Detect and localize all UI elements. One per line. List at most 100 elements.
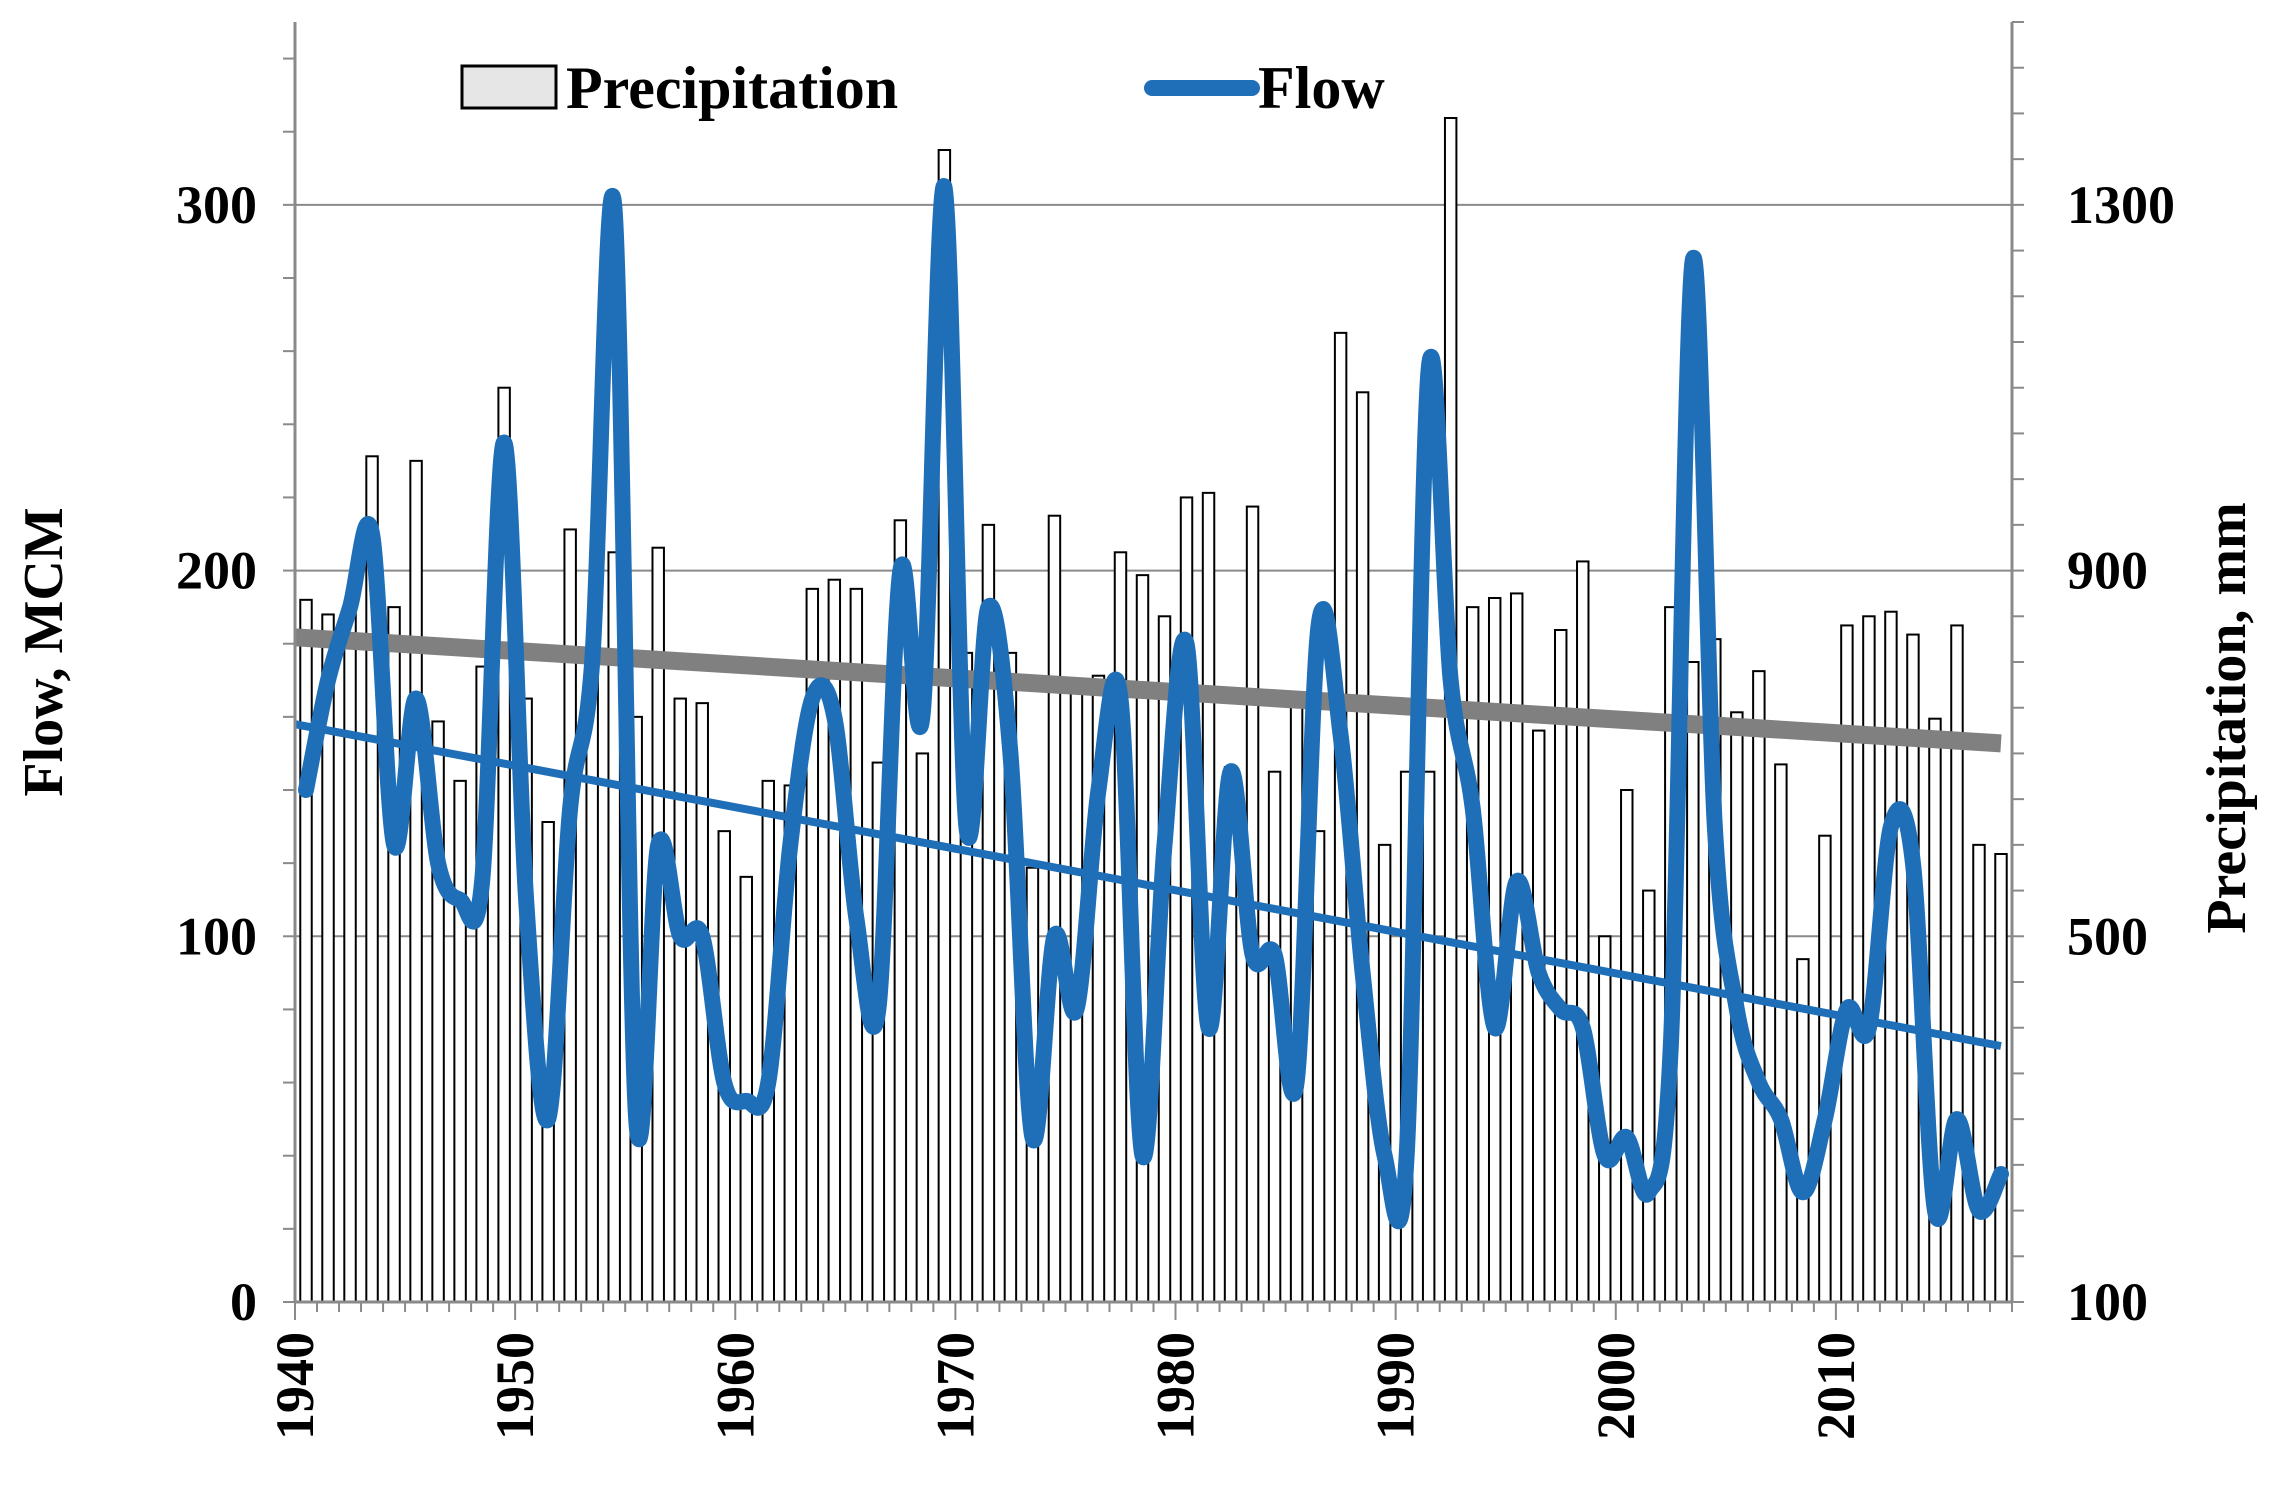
flow-point-1999 — [1601, 1152, 1608, 1159]
legend-label-precipitation: Precipitation — [566, 55, 898, 121]
flow-point-2004 — [1711, 823, 1718, 830]
x-tick-label-1940: 1940 — [265, 1332, 325, 1440]
y-tick-label-0: 0 — [230, 1272, 257, 1332]
y2-axis-title: Precipitation, mm — [2196, 502, 2258, 933]
flow-point-1963 — [809, 695, 816, 702]
y-tick-label-200: 200 — [176, 541, 257, 601]
flow-point-1994 — [1491, 1024, 1498, 1031]
y-tick-label-300: 300 — [176, 175, 257, 235]
flow-point-1965 — [853, 915, 860, 921]
precip-bar-1998 — [1576, 560, 1590, 1303]
precip-bar-2001 — [1642, 889, 1656, 1303]
legend-swatch-precipitation — [460, 64, 558, 110]
flow-point-2015 — [1953, 1116, 1960, 1123]
precip-bar-2007 — [1774, 763, 1788, 1303]
y2-tick-label-500: 500 — [2067, 906, 2148, 966]
precip-bar-2015 — [1950, 624, 1964, 1303]
flow-point-1950 — [523, 896, 530, 903]
precip-bar-2012 — [1884, 610, 1898, 1303]
flow-point-1942 — [347, 604, 354, 611]
flow-point-2003 — [1689, 256, 1696, 263]
y2-tick-label-1300: 1300 — [2067, 175, 2175, 235]
precip-bar-1942 — [343, 606, 357, 1303]
flow-point-1941 — [325, 677, 332, 684]
flow-point-1986 — [1315, 622, 1322, 629]
flow-point-1995 — [1513, 878, 1520, 885]
flow-point-2017 — [1997, 1171, 2004, 1177]
x-tick-label-1990: 1990 — [1366, 1332, 1426, 1440]
flow-point-1976 — [1095, 787, 1102, 793]
precip-bar-2017 — [1994, 853, 2008, 1303]
flow-point-1946 — [435, 860, 442, 867]
flow-point-1948 — [479, 878, 486, 885]
flow-point-1957 — [677, 933, 684, 940]
flow-point-1955 — [633, 1116, 640, 1123]
flow-point-2002 — [1667, 1043, 1674, 1049]
x-tick-label-2000: 2000 — [1586, 1332, 1646, 1440]
flow-point-1978 — [1139, 1152, 1146, 1159]
flow-point-1949 — [501, 439, 508, 446]
flow-point-1962 — [787, 841, 794, 848]
flow-point-1971 — [985, 604, 992, 611]
precip-bar-1986 — [1311, 830, 1326, 1303]
flow-point-1977 — [1117, 695, 1124, 702]
precip-bar-1980 — [1179, 496, 1194, 1303]
precip-bar-1940 — [299, 598, 313, 1303]
flow-point-1958 — [699, 933, 706, 940]
flow-point-2008 — [1799, 1189, 1806, 1196]
flow-point-1945 — [413, 695, 420, 702]
flow-point-1981 — [1205, 1024, 1212, 1031]
flow-point-1951 — [545, 1116, 552, 1123]
flow-point-1969 — [941, 183, 948, 190]
y2-tick-label-100: 100 — [2067, 1272, 2148, 1332]
flow-point-1970 — [963, 823, 970, 830]
flow-point-1988 — [1359, 969, 1366, 976]
precip-bar-2016 — [1972, 843, 1986, 1303]
flow-point-2016 — [1975, 1207, 1982, 1214]
flow-point-1997 — [1557, 1006, 1564, 1013]
y-tick-label-100: 100 — [176, 906, 257, 966]
flow-point-1967 — [897, 567, 904, 574]
flow-point-1961 — [765, 1079, 772, 1086]
flow-point-2009 — [1821, 1116, 1828, 1123]
flow-point-1996 — [1535, 969, 1542, 976]
flow-point-1985 — [1293, 1079, 1300, 1086]
precip-bar-1991 — [1421, 770, 1436, 1303]
y2-tick-label-900: 900 — [2067, 541, 2148, 601]
flow-point-1966 — [875, 1006, 882, 1013]
x-tick-label-2010: 2010 — [1806, 1332, 1866, 1440]
flow-point-1974 — [1051, 933, 1058, 940]
flow-point-1993 — [1469, 805, 1476, 812]
x-tick-label-1960: 1960 — [705, 1332, 765, 1440]
flow-line — [298, 178, 2009, 1230]
flow-point-1998 — [1579, 1024, 1586, 1031]
flow-point-1964 — [831, 713, 838, 720]
precip-bar-2006 — [1752, 670, 1766, 1303]
flow-point-2010 — [1843, 1006, 1850, 1013]
precip-bar-1960 — [739, 875, 753, 1303]
flow-point-2011 — [1865, 1024, 1872, 1031]
flow-point-2005 — [1733, 1006, 1740, 1013]
flow-point-1953 — [589, 659, 596, 665]
legend-label-flow: Flow — [1258, 55, 1385, 121]
precip-bar-1947 — [453, 779, 467, 1303]
flow-point-1972 — [1007, 750, 1014, 757]
flow-point-2001 — [1645, 1189, 1652, 1196]
flow-point-2000 — [1623, 1134, 1630, 1141]
flow-point-1973 — [1029, 1134, 1036, 1141]
flow-point-1984 — [1271, 951, 1278, 958]
legend: Precipitation Flow — [460, 55, 1385, 121]
flow-point-1989 — [1381, 1152, 1388, 1159]
flow-point-1960 — [743, 1097, 750, 1104]
flow-point-1992 — [1447, 677, 1454, 684]
flow-point-1982 — [1227, 768, 1234, 775]
y-axis-title: Flow, MCM — [13, 507, 75, 796]
flow-point-2014 — [1931, 1207, 1938, 1214]
flow-point-2013 — [1909, 860, 1916, 867]
flow-point-1943 — [369, 531, 376, 537]
precip-bar-1945 — [409, 459, 423, 1303]
flow-point-1979 — [1161, 841, 1168, 848]
flow-point-1983 — [1249, 951, 1256, 958]
